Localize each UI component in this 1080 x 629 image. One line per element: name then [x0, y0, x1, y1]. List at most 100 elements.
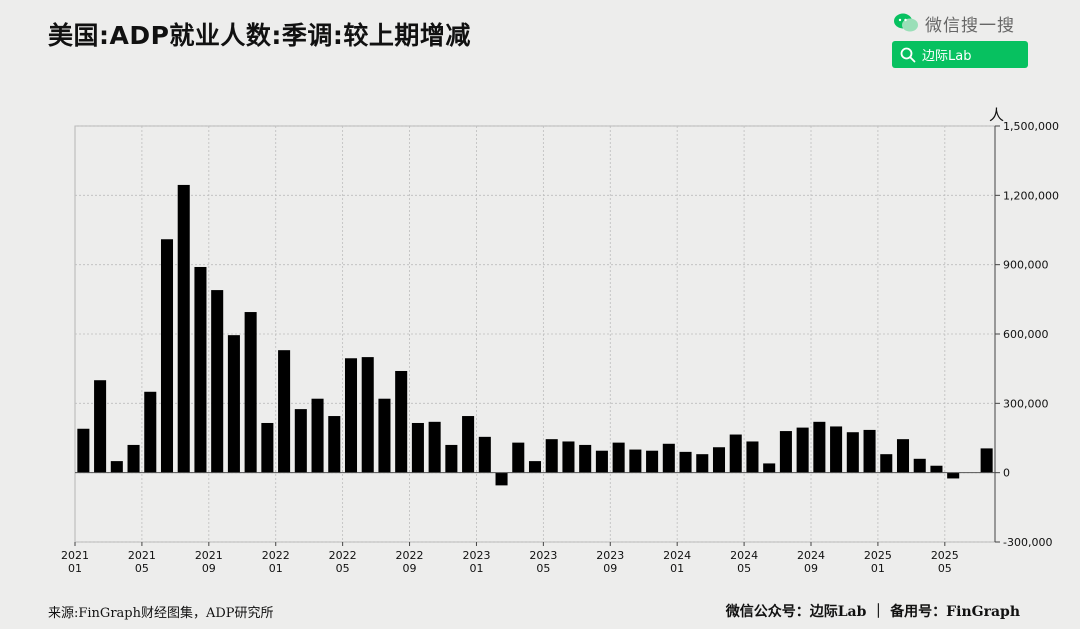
search-icon: [900, 47, 916, 62]
x-tick-label-month: 09: [202, 562, 216, 575]
bar-2024-08: [796, 427, 809, 473]
bar-2022-02: [294, 409, 307, 473]
x-tick-label-year: 2025: [931, 549, 959, 562]
x-tick-label-year: 2022: [329, 549, 357, 562]
bar-2023-12: [662, 443, 675, 473]
x-tick-label-month: 01: [871, 562, 885, 575]
x-tick-label-month: 01: [269, 562, 283, 575]
wechat-search-box[interactable]: 边际Lab: [892, 41, 1028, 68]
bar-2021-12: [261, 422, 274, 473]
bar-2025-07: [980, 448, 993, 473]
bar-2021-11: [244, 312, 257, 473]
bar-2021-09: [211, 290, 224, 473]
bar-2023-04: [528, 461, 542, 473]
x-tick-label-month: 09: [403, 562, 417, 575]
bar-2022-11: [445, 444, 458, 473]
bar-2023-01: [478, 436, 491, 473]
account-label: 微信公众号：边际Lab: [725, 604, 867, 620]
x-tick-label-year: 2025: [864, 549, 892, 562]
y-tick-label: 0: [1003, 467, 1010, 480]
bar-2024-12: [863, 429, 876, 473]
bar-2022-03: [311, 398, 324, 473]
bar-2024-06: [763, 463, 776, 473]
x-tick-label-year: 2023: [529, 549, 557, 562]
x-tick-label-year: 2021: [195, 549, 223, 562]
bar-2025-05: [947, 472, 960, 479]
x-tick-label-month: 09: [804, 562, 818, 575]
bar-2024-03: [712, 447, 726, 473]
bar-2022-12: [462, 416, 475, 473]
y-tick-label: 900,000: [1003, 259, 1049, 272]
bar-2025-04: [930, 465, 943, 473]
x-tick-label-month: 01: [670, 562, 684, 575]
bar-2025-03: [913, 458, 926, 473]
y-tick-label: 300,000: [1003, 397, 1049, 410]
bar-2024-09: [813, 421, 826, 473]
page-title: 美国:ADP就业人数:季调:较上期增减: [48, 21, 471, 50]
backup-label: 备用号：FinGraph: [890, 604, 1020, 620]
x-tick-label-year: 2021: [61, 549, 89, 562]
bar-2024-01: [679, 451, 692, 473]
bar-2021-04: [127, 444, 140, 473]
bar-2022-04: [328, 416, 341, 473]
x-tick-label-year: 2021: [128, 549, 156, 562]
bar-2024-05: [746, 441, 759, 473]
bar-2023-05: [545, 439, 558, 473]
bar-2022-05: [344, 358, 358, 473]
x-tick-label-month: 01: [68, 562, 82, 575]
bar-2021-01: [77, 428, 90, 473]
bar-2023-09: [612, 442, 625, 473]
footer-credits: 微信公众号：边际Lab ｜ 备用号：FinGraph: [726, 601, 1020, 621]
x-tick-label-year: 2024: [663, 549, 691, 562]
bar-2023-02: [495, 472, 508, 486]
bar-2025-01: [880, 454, 893, 473]
y-tick-label: -300,000: [1003, 536, 1052, 549]
x-tick-label-year: 2022: [396, 549, 424, 562]
x-tick-label-year: 2024: [730, 549, 758, 562]
wechat-search-brand: 微信搜一搜: [893, 10, 1043, 36]
y-tick-label: 1,200,000: [1003, 189, 1059, 202]
bar-2021-10: [227, 335, 240, 473]
x-tick-label-year: 2023: [596, 549, 624, 562]
x-tick-label-year: 2023: [462, 549, 490, 562]
bar-2021-06: [160, 239, 174, 473]
bar-2023-11: [646, 450, 659, 473]
source-note: 来源:FinGraph财经图集，ADP研究所: [48, 606, 274, 621]
bar-2021-03: [110, 461, 123, 473]
x-tick-label-month: 05: [938, 562, 952, 575]
bar-2021-08: [194, 266, 207, 473]
y-tick-label: 600,000: [1003, 328, 1049, 341]
bar-2021-02: [94, 380, 107, 473]
x-tick-label-month: 05: [336, 562, 350, 575]
bar-2022-10: [428, 421, 441, 473]
y-tick-label: 1,500,000: [1003, 120, 1059, 133]
wechat-icon: [894, 13, 918, 32]
bar-2021-07: [177, 184, 190, 473]
bar-2024-02: [696, 454, 709, 473]
x-tick-label-month: 05: [135, 562, 149, 575]
bar-2023-07: [579, 444, 592, 473]
bar-2023-10: [629, 449, 642, 473]
bar-2024-07: [779, 431, 792, 473]
bar-2022-01: [278, 350, 291, 473]
bar-2022-09: [411, 422, 424, 473]
x-tick-label-year: 2024: [797, 549, 825, 562]
bar-2022-06: [361, 357, 374, 473]
bar-2023-08: [595, 450, 608, 473]
bar-2025-02: [896, 439, 910, 473]
bar-2021-05: [144, 391, 157, 473]
wechat-brand-label: 微信搜一搜: [925, 15, 1015, 36]
search-text: 边际Lab: [922, 49, 972, 64]
bar-2024-11: [846, 432, 859, 473]
footer-separator: ｜: [871, 604, 886, 620]
bar-2024-04: [729, 434, 742, 473]
x-tick-label-month: 09: [603, 562, 617, 575]
x-tick-label-year: 2022: [262, 549, 290, 562]
x-tick-label-month: 01: [469, 562, 483, 575]
x-tick-label-month: 05: [737, 562, 751, 575]
bar-2024-10: [830, 426, 843, 473]
y-unit-label: 人: [989, 106, 1004, 124]
bar-2022-08: [395, 370, 408, 473]
bar-2022-07: [378, 398, 391, 473]
